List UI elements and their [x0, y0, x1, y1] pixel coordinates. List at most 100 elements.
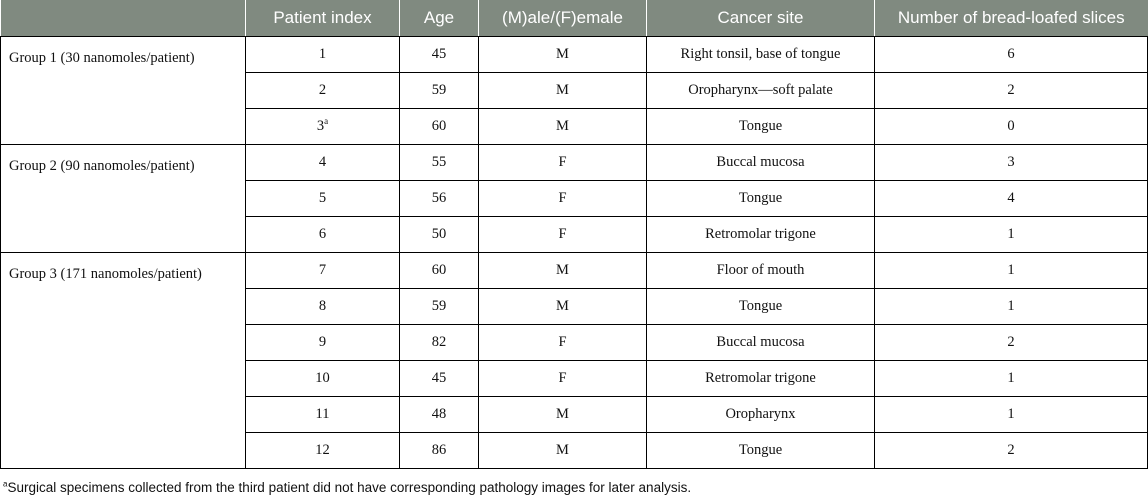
- sex-cell: M: [478, 72, 647, 109]
- table-row: 12 86 M Tongue 2: [1, 432, 1148, 469]
- footnote-text: Surgical specimens collected from the th…: [7, 480, 692, 495]
- cancer-site-cell: Tongue: [646, 180, 875, 217]
- sex-cell: M: [478, 36, 647, 73]
- patient-index: 5: [318, 190, 327, 206]
- patient-index: 4: [318, 154, 327, 170]
- patient-index: 8: [318, 298, 327, 314]
- cancer-site-cell: Retromolar trigone: [646, 360, 875, 397]
- group-label: Group 1 (30 nanomoles/patient): [0, 36, 246, 145]
- table-row: 2 59 M Oropharynx—soft palate 2: [1, 72, 1148, 109]
- slices-cell: 1: [874, 396, 1148, 433]
- patient-index-cell: 3a: [245, 108, 400, 145]
- footnote: aSurgical specimens collected from the t…: [3, 480, 691, 495]
- header-age: Age: [399, 0, 479, 37]
- table-row: Group 1 (30 nanomoles/patient) 1 45 M Right …: [0, 36, 1148, 145]
- cancer-site-cell: Right tonsil, base of tongue: [646, 36, 875, 73]
- age-cell: 45: [399, 360, 479, 397]
- slices-cell: 2: [874, 324, 1148, 361]
- table-row: 5 56 F Tongue 4: [1, 180, 1148, 217]
- patient-index-cell: 5: [245, 180, 400, 217]
- patient-index: 2: [318, 82, 327, 98]
- age-cell: 59: [399, 288, 479, 325]
- table-row: 11 48 M Oropharynx 1: [1, 396, 1148, 433]
- cancer-site-cell: Buccal mucosa: [646, 144, 875, 181]
- sex-cell: M: [478, 108, 647, 145]
- header-cancer-site: Cancer site: [646, 0, 875, 37]
- footnote-marker: a: [3, 479, 8, 489]
- cancer-site-cell: Oropharynx: [646, 396, 875, 433]
- table-row: 8 59 M Tongue 1: [1, 288, 1148, 325]
- table-row: 10 45 F Retromolar trigone 1: [1, 360, 1148, 397]
- cancer-site-cell: Tongue: [646, 432, 875, 469]
- age-cell: 59: [399, 72, 479, 109]
- patient-index-cell: 12: [245, 432, 400, 469]
- slices-cell: 4: [874, 180, 1148, 217]
- header-slices: Number of bread-loafed slices: [874, 0, 1148, 37]
- age-cell: 48: [399, 396, 479, 433]
- cancer-site-cell: Floor of mouth: [646, 252, 875, 289]
- table-row: Group 3 (171 nanomoles/patient) 7 60 M Floor…: [0, 252, 1148, 469]
- patient-table: Patient index Age (M)ale/(F)emale Cancer…: [0, 0, 1148, 469]
- patient-index: 6: [318, 226, 327, 242]
- cancer-site-cell: Buccal mucosa: [646, 324, 875, 361]
- sex-cell: F: [478, 216, 647, 253]
- patient-index-cell: 1: [245, 36, 400, 73]
- patient-index-cell: 2: [245, 72, 400, 109]
- patient-index: 1: [318, 46, 327, 62]
- cancer-site-cell: Retromolar trigone: [646, 216, 875, 253]
- age-cell: 82: [399, 324, 479, 361]
- header-sex: (M)ale/(F)emale: [478, 0, 647, 37]
- age-cell: 60: [399, 108, 479, 145]
- cancer-site-cell: Tongue: [646, 108, 875, 145]
- patient-index-cell: 8: [245, 288, 400, 325]
- table-row: 3a 60 M Tongue 0: [1, 108, 1148, 145]
- slices-cell: 3: [874, 144, 1148, 181]
- patient-index-cell: 10: [245, 360, 400, 397]
- patient-index: 9: [318, 334, 327, 350]
- patient-index: 3: [316, 118, 325, 134]
- patient-index-cell: 9: [245, 324, 400, 361]
- patient-index-cell: 6: [245, 216, 400, 253]
- age-cell: 60: [399, 252, 479, 289]
- slices-cell: 2: [874, 72, 1148, 109]
- table-row: 9 82 F Buccal mucosa 2: [1, 324, 1148, 361]
- table-row: 6 50 F Retromolar trigone 1: [1, 216, 1148, 253]
- sex-cell: M: [478, 252, 647, 289]
- sex-cell: F: [478, 360, 647, 397]
- footnote-ref: a: [324, 116, 329, 127]
- slices-cell: 1: [874, 288, 1148, 325]
- sex-cell: F: [478, 180, 647, 217]
- group-label: Group 3 (171 nanomoles/patient): [0, 252, 246, 469]
- slices-cell: 1: [874, 216, 1148, 253]
- cancer-site-cell: Oropharynx—soft palate: [646, 72, 875, 109]
- patient-index: 12: [315, 442, 330, 458]
- patient-index-cell: 11: [245, 396, 400, 433]
- group-label: Group 2 (90 nanomoles/patient): [0, 144, 246, 253]
- header-row: Patient index Age (M)ale/(F)emale Cancer…: [0, 0, 1148, 37]
- patient-index: 10: [315, 370, 330, 386]
- patient-index-cell: 7: [245, 252, 400, 289]
- slices-cell: 2: [874, 432, 1148, 469]
- patient-index: 11: [315, 406, 330, 422]
- patient-index: 7: [318, 262, 327, 278]
- sex-cell: M: [478, 288, 647, 325]
- age-cell: 56: [399, 180, 479, 217]
- header-patient-index: Patient index: [245, 0, 400, 37]
- age-cell: 55: [399, 144, 479, 181]
- sex-cell: F: [478, 324, 647, 361]
- age-cell: 86: [399, 432, 479, 469]
- header-group: [0, 0, 246, 37]
- sex-cell: M: [478, 396, 647, 433]
- slices-cell: 1: [874, 252, 1148, 289]
- slices-cell: 6: [874, 36, 1148, 73]
- age-cell: 45: [399, 36, 479, 73]
- patient-index-cell: 4: [245, 144, 400, 181]
- table-row: Group 2 (90 nanomoles/patient) 4 55 F Buccal…: [0, 144, 1148, 253]
- slices-cell: 0: [874, 108, 1148, 145]
- slices-cell: 1: [874, 360, 1148, 397]
- cancer-site-cell: Tongue: [646, 288, 875, 325]
- table-body: Group 1 (30 nanomoles/patient) 1 45 M Right …: [0, 36, 1148, 469]
- age-cell: 50: [399, 216, 479, 253]
- sex-cell: M: [478, 432, 647, 469]
- sex-cell: F: [478, 144, 647, 181]
